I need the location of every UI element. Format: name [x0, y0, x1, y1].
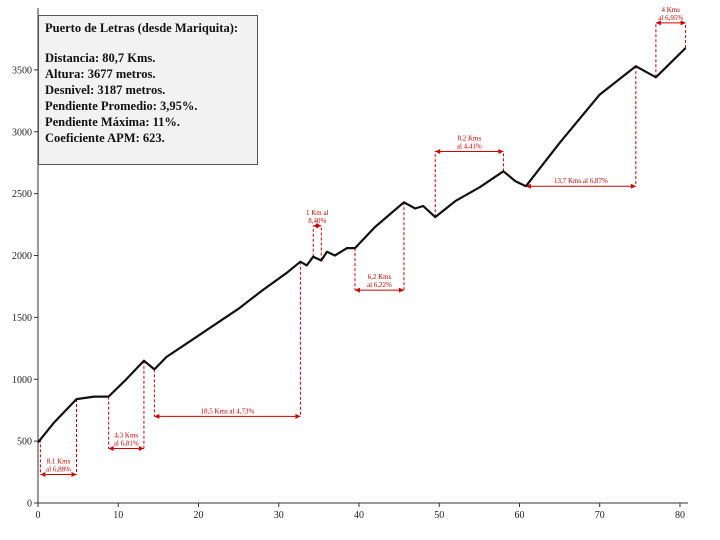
- annotation-arrow-left: [108, 446, 114, 452]
- annotation-arrow-right: [498, 149, 504, 155]
- annotation-arrow-left: [40, 472, 46, 478]
- info-distance: Distancia: 80,7 Kms.: [45, 51, 156, 65]
- annotation-arrow-left: [525, 183, 531, 189]
- annotation-arrow-left: [655, 20, 661, 26]
- x-tick-label: 30: [274, 510, 284, 521]
- annotation-label: 6,2 Kms: [368, 273, 392, 281]
- annotation-arrow-left: [154, 413, 160, 419]
- annotation-label: al 4,41%: [457, 143, 482, 151]
- x-tick-label: 80: [675, 510, 685, 521]
- x-tick-label: 20: [193, 510, 203, 521]
- annotation-label: 18,5 Kms al 4,73%: [200, 407, 254, 415]
- climb-info-box: Puerto de Letras (desde Mariquita): Dist…: [38, 15, 258, 165]
- elevation-series-line: [37, 47, 687, 444]
- y-tick-label: 0: [27, 499, 32, 510]
- y-tick-label: 500: [17, 437, 32, 448]
- annotation-arrow-right: [630, 183, 636, 189]
- x-axis-ticks: 0 10 20 30 40 50 60 70 80: [36, 503, 685, 521]
- annotation-arrow-left: [435, 149, 441, 155]
- annotation-label: 8,2 Kms: [457, 135, 481, 143]
- info-max-grade: Pendiente Máxima: 11%.: [45, 115, 181, 129]
- y-tick-label: 3500: [12, 65, 32, 76]
- annotation-arrow-right: [398, 287, 404, 293]
- info-elevation-gain: Desnivel: 3187 metros.: [45, 83, 166, 97]
- annotation-arrow-left: [354, 287, 360, 293]
- annotation-label: al 6,95%: [658, 14, 683, 22]
- climb-annotation: 18,5 Kms al 4,73%: [153, 261, 301, 419]
- annotation-label: 4,3 Kms: [114, 432, 138, 440]
- x-tick-label: 40: [354, 510, 364, 521]
- annotation-label: 8,40%: [308, 217, 326, 225]
- info-apm-coefficient: Coeficiente APM: 623.: [45, 131, 165, 145]
- x-tick-label: 70: [595, 510, 605, 521]
- annotation-arrow-right: [316, 223, 322, 229]
- x-tick-label: 0: [36, 510, 41, 521]
- annotation-label: al 6,81%: [114, 440, 139, 448]
- annotation-arrow-right: [138, 446, 144, 452]
- annotation-label: 1 Km al: [306, 209, 329, 217]
- annotation-label: 4 Kms: [662, 6, 681, 14]
- y-axis-ticks: 0 500 1000 1500 2000 2500 3000 3500: [12, 65, 38, 510]
- chart-title: Puerto de Letras (desde Mariquita):: [45, 21, 239, 35]
- y-tick-label: 1000: [12, 375, 32, 386]
- annotation-arrow-right: [295, 413, 301, 419]
- x-tick-label: 10: [113, 510, 123, 521]
- y-tick-label: 2500: [12, 189, 32, 200]
- annotation-arrow-right: [71, 472, 77, 478]
- info-average-grade: Pendiente Promedio: 3,95%.: [45, 99, 198, 113]
- x-tick-label: 60: [514, 510, 524, 521]
- climb-annotation: 13,7 Kms al 6,87%: [525, 66, 637, 189]
- y-tick-label: 3000: [12, 127, 32, 138]
- info-altitude: Altura: 3677 metros.: [45, 67, 156, 81]
- annotation-label: 8,1 Kms: [47, 458, 71, 466]
- annotation-label: al 6,22%: [367, 281, 392, 289]
- climb-annotation: 1 Km al8,40%: [306, 209, 329, 261]
- annotation-label: al 6,88%: [46, 466, 71, 474]
- annotation-label: 13,7 Kms al 6,87%: [554, 177, 608, 185]
- x-tick-label: 50: [434, 510, 444, 521]
- annotation-arrow-right: [680, 20, 686, 26]
- y-tick-label: 1500: [12, 313, 32, 324]
- y-tick-label: 2000: [12, 251, 32, 262]
